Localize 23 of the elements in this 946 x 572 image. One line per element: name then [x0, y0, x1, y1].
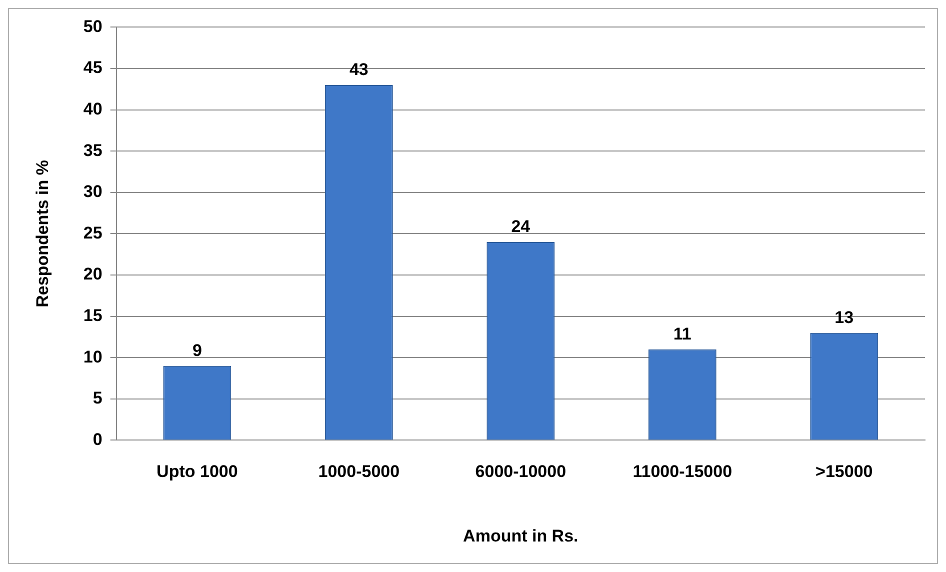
- y-tick-label: 15: [83, 306, 102, 325]
- y-tick-label: 30: [83, 182, 102, 202]
- y-tick-label: 0: [92, 430, 102, 449]
- y-tick-label: 25: [83, 223, 102, 242]
- x-tick-label: >15000: [816, 462, 873, 482]
- x-tick-label: 11000-15000: [632, 462, 732, 482]
- data-label: 11: [673, 324, 692, 344]
- y-tick-label: 45: [83, 58, 102, 78]
- y-tick-label: 50: [83, 16, 102, 36]
- y-tick-label: 35: [83, 140, 102, 160]
- x-tick-label: 6000-10000: [475, 462, 566, 482]
- data-label: 13: [834, 308, 854, 328]
- data-label: 43: [349, 60, 368, 80]
- x-tick-label: Upto 1000: [156, 462, 238, 482]
- x-axis-title: Amount in Rs.: [463, 526, 578, 546]
- y-axis-title: Respondents in %: [32, 160, 52, 308]
- y-tick-label: 5: [92, 388, 102, 408]
- y-tick-label: 10: [83, 347, 102, 366]
- y-tick-label: 20: [83, 264, 102, 284]
- data-label: 9: [192, 341, 202, 360]
- data-label: 24: [511, 217, 531, 236]
- x-tick-label: 1000-5000: [318, 462, 400, 482]
- y-tick-label: 40: [83, 99, 102, 118]
